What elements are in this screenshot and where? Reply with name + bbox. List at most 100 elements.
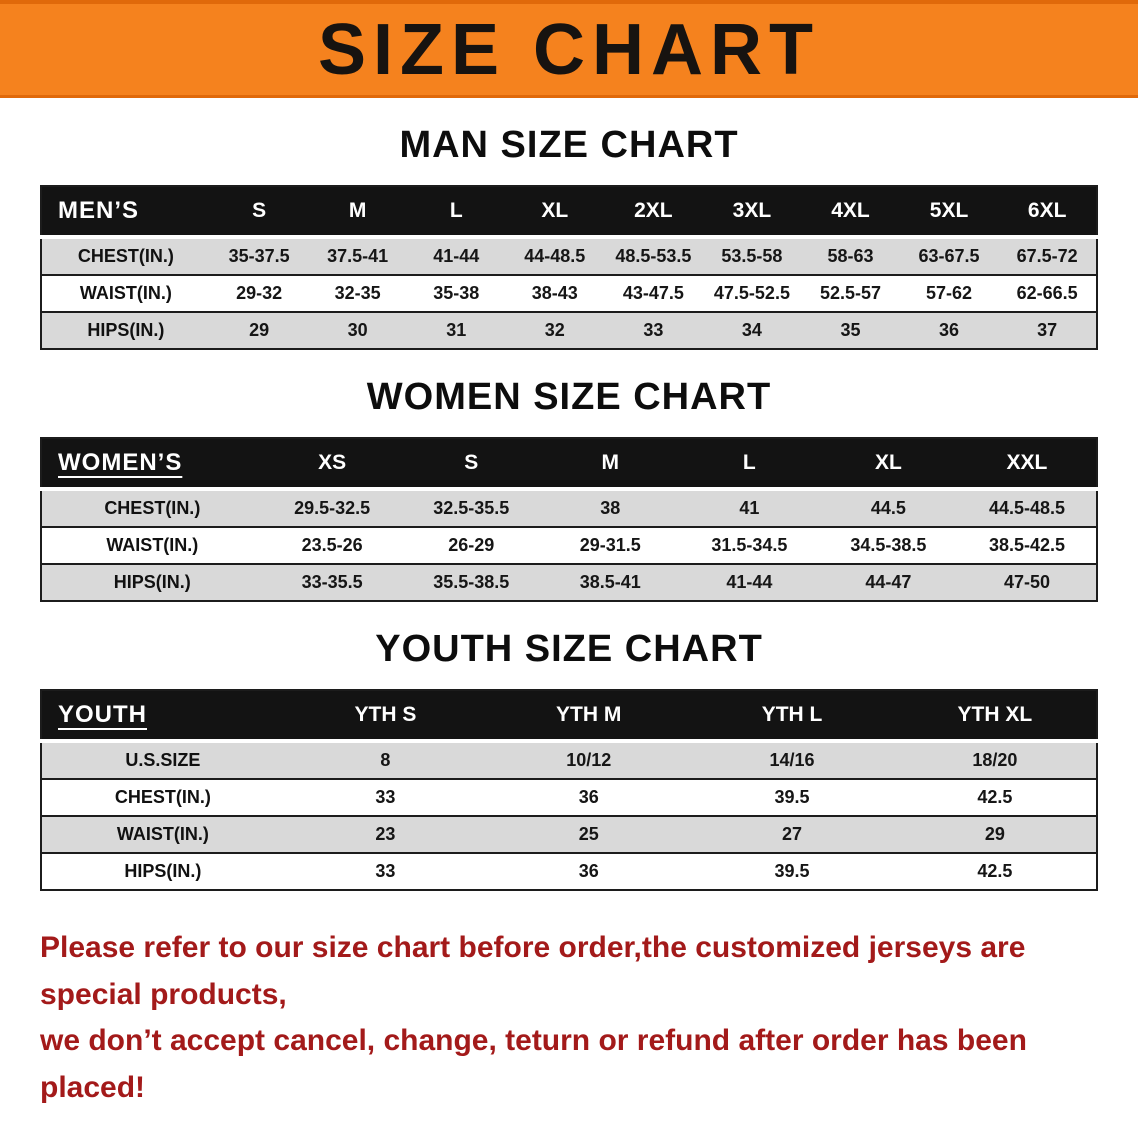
row-label: HIPS(IN.) [87,320,165,340]
women-size-chart-section: WOMEN SIZE CHART WOMEN’S XS S M L XL XXL CHEST(… [0,376,1138,602]
table-group-label: MEN’S [41,186,210,239]
table-row: WAIST(IN.) 29-32 32-35 35-38 38-43 43-47.5 47.… [41,275,1097,312]
table-header-row: YOUTH YTH S YTH M YTH L YTH XL [41,690,1097,743]
women-size-chart-title: WOMEN SIZE CHART [366,376,772,418]
row-label: WAIST(IN.) [116,824,209,844]
size-value-cell: 29 [984,824,1005,844]
size-value-cell: 44-47 [865,572,912,592]
size-value-cell: 33 [375,787,396,807]
size-value-cell: 33 [643,320,664,340]
size-value-cell: 29-31.5 [579,535,641,555]
youth-size-chart-section: YOUTH SIZE CHART YOUTH YTH S YTH M YTH L YTH… [0,628,1138,891]
size-value-cell: 29-32 [236,283,283,303]
disclaimer-text: Please refer to our size chart before or… [40,925,1118,1111]
size-value-cell: 23.5-26 [301,535,363,555]
size-value-cell: 32.5-35.5 [433,498,510,518]
table-row: HIPS(IN.) 29 30 31 32 33 34 35 36 37 [41,312,1097,349]
size-value-cell: 37 [1037,320,1058,340]
banner: SIZE CHART [0,0,1138,98]
column-header: M [308,186,407,239]
table-row: CHEST(IN.) 33 36 39.5 42.5 [41,779,1097,816]
table-header-row: WOMEN’S XS S M L XL XXL [41,438,1097,491]
size-value-cell: 30 [347,320,368,340]
column-header: YTH L [690,690,894,743]
size-value-cell: 39.5 [774,787,810,807]
size-value-cell: 42.5 [977,861,1013,881]
size-value-cell: 10/12 [566,750,612,770]
row-label: U.S.SIZE [125,750,201,770]
size-value-cell: 47-50 [1003,572,1050,592]
row-label: WAIST(IN.) [106,535,199,555]
size-value-cell: 38.5-41 [579,572,641,592]
column-header: S [401,438,541,491]
column-header: 4XL [801,186,900,239]
size-value-cell: 36 [939,320,960,340]
column-header: XL [818,438,958,491]
table-row: WAIST(IN.) 23.5-26 26-29 29-31.5 31.5-34.5 34… [41,527,1097,564]
column-header: 6XL [998,186,1097,239]
size-value-cell: 34.5-38.5 [850,535,927,555]
youth-size-chart-title: YOUTH SIZE CHART [375,628,763,670]
table-row: U.S.SIZE 8 10/12 14/16 18/20 [41,741,1097,779]
women-size-table: WOMEN’S XS S M L XL XXL CHEST(IN.) 29.5-32.5 32.5… [40,437,1098,602]
size-value-cell: 18/20 [972,750,1018,770]
size-value-cell: 42.5 [977,787,1013,807]
table-row: CHEST(IN.) 29.5-32.5 32.5-35.5 38 41 44.5 44.5… [41,489,1097,527]
man-size-chart-section: MAN SIZE CHART MEN’S S M L XL 2XL 3XL 4XL 5XL 6XL… [0,124,1138,350]
size-value-cell: 39.5 [774,861,810,881]
size-value-cell: 47.5-52.5 [713,283,790,303]
size-value-cell: 31 [446,320,467,340]
table-row: CHEST(IN.) 35-37.5 37.5-41 41-44 44-48.5 48.5… [41,237,1097,275]
size-value-cell: 67.5-72 [1016,246,1078,266]
column-header: 5XL [899,186,999,239]
size-value-cell: 58-63 [827,246,874,266]
column-header: L [406,186,506,239]
column-header: YTH M [487,690,691,743]
size-value-cell: 62-66.5 [1016,283,1078,303]
size-value-cell: 23 [375,824,396,844]
size-value-cell: 36 [578,787,599,807]
row-label: WAIST(IN.) [79,283,172,303]
table-row: HIPS(IN.) 33-35.5 35.5-38.5 38.5-41 41-44 44-… [41,564,1097,601]
size-value-cell: 44.5 [870,498,906,518]
size-value-cell: 37.5-41 [327,246,389,266]
disclaimer-line-2: we don’t accept cancel, change, teturn o… [40,1024,1027,1104]
size-value-cell: 33-35.5 [301,572,363,592]
size-value-cell: 35-37.5 [228,246,290,266]
size-value-cell: 29 [249,320,270,340]
size-value-cell: 31.5-34.5 [711,535,788,555]
charts-container: MAN SIZE CHART MEN’S S M L XL 2XL 3XL 4XL 5XL 6XL… [0,124,1138,1111]
size-value-cell: 29.5-32.5 [294,498,371,518]
column-header: YTH XL [893,690,1097,743]
column-header: L [679,438,819,491]
row-label: HIPS(IN.) [124,861,202,881]
size-value-cell: 44-48.5 [524,246,586,266]
youth-size-table: YOUTH YTH S YTH M YTH L YTH XL U.S.SIZE 8 10/12… [40,689,1098,891]
column-header: XS [262,438,402,491]
row-label: CHEST(IN.) [77,246,174,266]
size-value-cell: 43-47.5 [622,283,684,303]
size-value-cell: 63-67.5 [918,246,980,266]
size-value-cell: 25 [578,824,599,844]
size-value-cell: 26-29 [448,535,495,555]
size-value-cell: 36 [578,861,599,881]
row-label: CHEST(IN.) [114,787,211,807]
size-value-cell: 57-62 [926,283,973,303]
man-size-chart-title: MAN SIZE CHART [399,124,739,166]
size-value-cell: 35 [840,320,861,340]
column-header: XXL [957,438,1097,491]
size-value-cell: 35-38 [433,283,480,303]
size-value-cell: 44.5-48.5 [988,498,1065,518]
table-row: WAIST(IN.) 23 25 27 29 [41,816,1097,853]
size-value-cell: 41 [739,498,760,518]
size-value-cell: 38.5-42.5 [988,535,1065,555]
size-value-cell: 38-43 [531,283,578,303]
size-value-cell: 14/16 [769,750,815,770]
size-value-cell: 41-44 [726,572,773,592]
size-value-cell: 34 [741,320,762,340]
table-group-label: WOMEN’S [41,438,263,491]
column-header: XL [505,186,605,239]
column-header: YTH S [283,690,488,743]
table-group-label: YOUTH [41,690,284,743]
